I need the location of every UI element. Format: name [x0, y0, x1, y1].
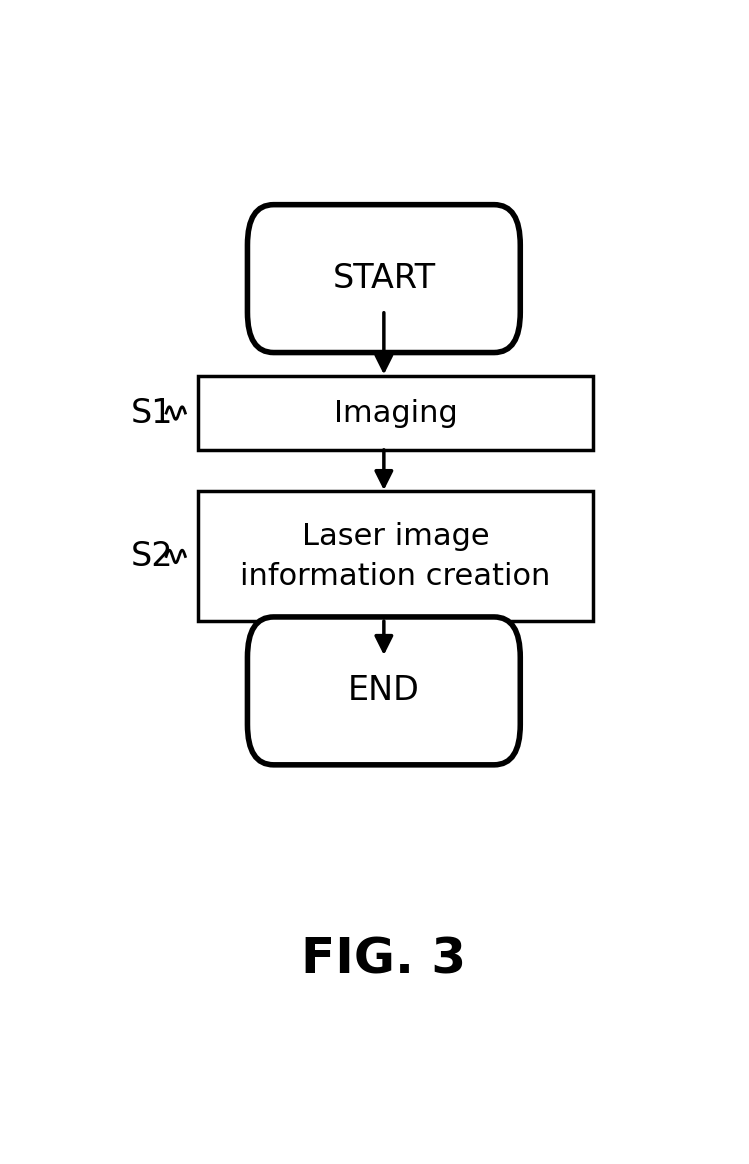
Text: END: END — [348, 674, 419, 708]
Text: Laser image
information creation: Laser image information creation — [240, 521, 551, 591]
FancyBboxPatch shape — [247, 617, 521, 765]
Text: START: START — [333, 262, 435, 296]
FancyBboxPatch shape — [247, 205, 521, 353]
Bar — [198, 491, 593, 622]
Text: Imaging: Imaging — [333, 398, 458, 427]
Bar — [198, 376, 593, 449]
Text: S1: S1 — [130, 397, 173, 430]
Text: FIG. 3: FIG. 3 — [301, 936, 467, 984]
Text: S2: S2 — [130, 540, 173, 573]
